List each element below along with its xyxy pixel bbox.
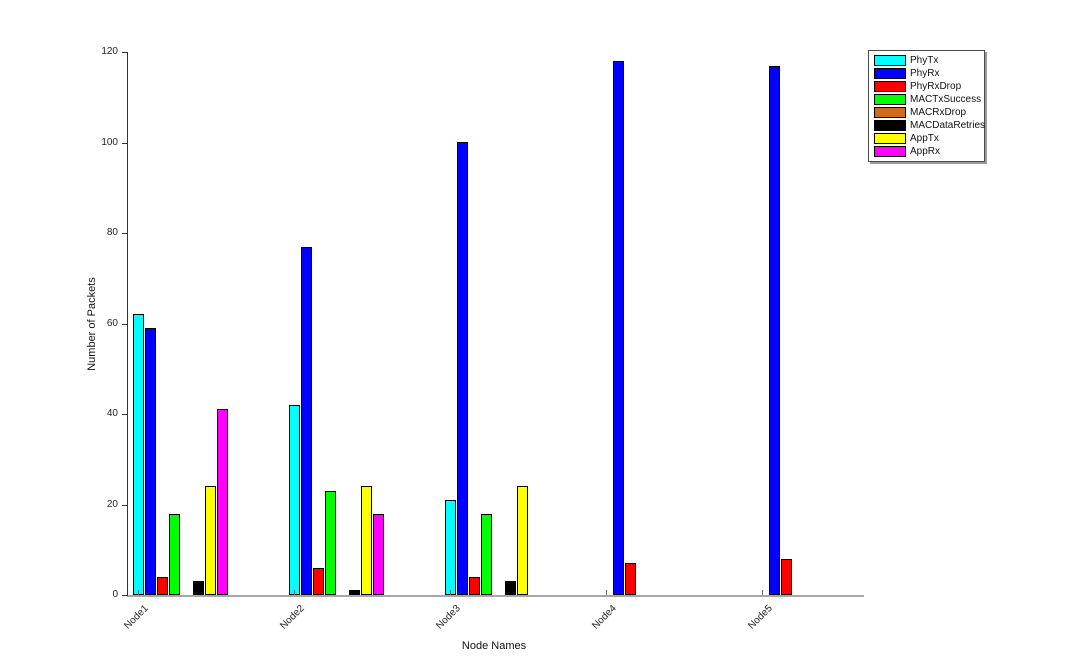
legend-entry-apptx: AppTx — [874, 132, 980, 145]
bar-phyrxdrop-node2 — [313, 568, 324, 595]
y-tick — [122, 143, 128, 144]
bar-mactxsuccess-node2 — [325, 491, 336, 595]
y-tick — [122, 52, 128, 53]
x-tick — [606, 590, 607, 595]
legend-swatch-icon — [874, 120, 906, 131]
legend-label: MACDataRetries — [910, 120, 986, 131]
legend-entry-phyrx: PhyRx — [874, 67, 980, 80]
y-tick — [122, 505, 128, 506]
legend-entry-mactxsuccess: MACTxSuccess — [874, 93, 982, 106]
legend-entry-phyrxdrop: PhyRxDrop — [874, 80, 980, 93]
y-tick-label: 40 — [106, 408, 118, 419]
x-tick-label: Node4 — [590, 603, 619, 632]
legend-label: MACTxSuccess — [910, 94, 982, 105]
legend-swatch-icon — [874, 55, 906, 66]
legend-entry-macrxdrop: MACRxDrop — [874, 106, 980, 119]
bar-phyrx-node1 — [145, 328, 156, 595]
x-axis-line — [127, 595, 864, 597]
legend-label: AppTx — [910, 133, 939, 144]
bar-phyrx-node3 — [457, 142, 468, 595]
y-tick-label: 60 — [106, 318, 118, 329]
bar-phyrx-node5 — [769, 66, 780, 595]
y-tick — [122, 595, 128, 596]
bar-phytx-node2 — [289, 405, 300, 595]
legend-swatch-icon — [874, 94, 906, 105]
bar-phytx-node3 — [445, 500, 456, 595]
x-tick — [294, 590, 295, 595]
legend-entry-apprx: AppRx — [874, 145, 980, 158]
y-tick — [122, 414, 128, 415]
bar-macdataretries-node2 — [349, 590, 360, 595]
bar-apprx-node1 — [217, 409, 228, 595]
bar-apprx-node2 — [373, 514, 384, 595]
bar-apptx-node2 — [361, 486, 372, 595]
legend-swatch-icon — [874, 68, 906, 79]
x-tick — [138, 590, 139, 595]
legend: PhyTx PhyRx PhyRxDrop MACTxSuccess MACRxDrop… — [868, 50, 985, 162]
x-axis-title: Node Names — [461, 640, 527, 652]
bar-apptx-node1 — [205, 486, 216, 595]
bar-phyrx-node4 — [613, 61, 624, 595]
legend-label: PhyRxDrop — [910, 81, 962, 92]
bar-phyrx-node2 — [301, 247, 312, 595]
x-tick-label: Node2 — [278, 603, 307, 632]
y-tick-label: 120 — [101, 46, 118, 57]
bar-phyrxdrop-node3 — [469, 577, 480, 595]
x-tick-label: Node5 — [746, 603, 775, 632]
y-tick-label: 20 — [106, 499, 118, 510]
legend-label: AppRx — [910, 146, 941, 157]
x-tick — [450, 590, 451, 595]
bar-mactxsuccess-node1 — [169, 514, 180, 595]
bar-phyrxdrop-node5 — [781, 559, 792, 595]
bar-phyrxdrop-node4 — [625, 563, 636, 595]
x-tick-label: Node3 — [434, 603, 463, 632]
legend-label: PhyRx — [910, 68, 940, 79]
legend-swatch-icon — [874, 81, 906, 92]
legend-swatch-icon — [874, 133, 906, 144]
bar-apptx-node3 — [517, 486, 528, 595]
legend-entry-macdataretries: MACDataRetries — [874, 119, 985, 132]
x-tick — [762, 590, 763, 595]
bar-phyrxdrop-node1 — [157, 577, 168, 595]
plot-area — [127, 52, 863, 595]
legend-swatch-icon — [874, 107, 906, 118]
y-tick — [122, 324, 128, 325]
bar-phytx-node1 — [133, 314, 144, 595]
y-tick — [122, 233, 128, 234]
bar-mactxsuccess-node3 — [481, 514, 492, 595]
x-tick-label: Node1 — [122, 603, 151, 632]
legend-entry-phytx: PhyTx — [874, 54, 980, 67]
bar-macdataretries-node1 — [193, 581, 204, 595]
legend-label: PhyTx — [910, 55, 939, 66]
y-tick-label: 80 — [106, 227, 118, 238]
y-tick-label: 0 — [112, 589, 118, 600]
y-tick-label: 100 — [101, 137, 118, 148]
legend-label: MACRxDrop — [910, 107, 967, 118]
legend-swatch-icon — [874, 146, 906, 157]
bar-macdataretries-node3 — [505, 581, 516, 595]
